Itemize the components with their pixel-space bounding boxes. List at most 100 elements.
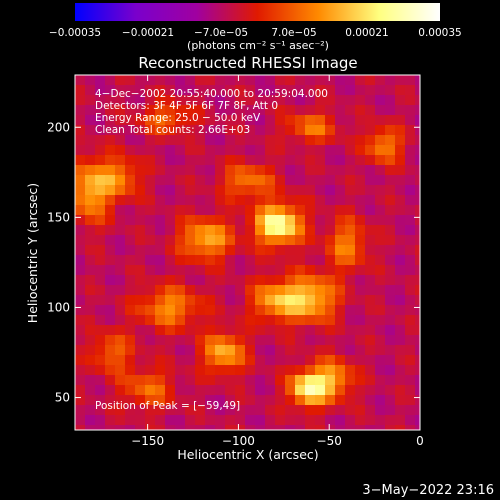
x-tick-label: −50 [317,434,342,448]
heatmap-cell [175,315,186,326]
heatmap-cell [245,365,256,376]
heatmap-cell [285,135,296,146]
heatmap-cell [225,295,236,306]
heatmap-cell [175,365,186,376]
heatmap-cell [405,115,416,126]
heatmap-cell [295,105,306,116]
heatmap-cell [235,115,246,126]
heatmap-cell [395,285,406,296]
heatmap-cell [325,345,336,356]
heatmap-cell [145,195,156,206]
heatmap-cell [195,365,206,376]
heatmap-cell [115,115,126,126]
heatmap-cell [115,415,126,426]
heatmap-cell [225,115,236,126]
heatmap-cell [205,175,216,186]
heatmap-cell [335,225,346,236]
heatmap-cell [375,325,386,336]
heatmap-cell [85,285,96,296]
heatmap-cell [295,405,306,416]
heatmap-cell [145,295,156,306]
heatmap-cell [385,215,396,226]
heatmap-cell [315,285,326,296]
heatmap-cell [155,305,166,316]
heatmap-cell [195,325,206,336]
heatmap-cell [355,155,366,166]
heatmap-cell [85,75,96,86]
heatmap-cell [125,385,136,396]
heatmap-cell [165,195,176,206]
heatmap-cell [375,175,386,186]
heatmap-cell [115,355,126,366]
heatmap-cell [375,295,386,306]
heatmap-cell [235,415,246,426]
heatmap-cell [235,195,246,206]
heatmap-cell [285,205,296,216]
heatmap-cell [225,405,236,416]
heatmap-cell [375,425,386,430]
heatmap-cell [315,255,326,266]
heatmap-cell [345,75,356,86]
heatmap-cell [165,145,176,156]
heatmap-cell [265,235,276,246]
heatmap-cell [305,95,316,106]
heatmap-cell [415,95,420,106]
heatmap-cell [235,305,246,316]
heatmap-cell [325,395,336,406]
heatmap-cell [195,315,206,326]
heatmap-cell [85,315,96,326]
heatmap-cell [295,295,306,306]
heatmap-cell [395,265,406,276]
heatmap-cell [275,255,286,266]
heatmap-cell [95,115,106,126]
heatmap-cell [325,165,336,176]
heatmap-cell [335,245,346,256]
heatmap-cell [185,165,196,176]
heatmap-cell [325,305,336,316]
heatmap-cell [375,165,386,176]
heatmap-cell [215,185,226,196]
heatmap-cell [125,345,136,356]
heatmap-cell [375,345,386,356]
heatmap-cell [115,295,126,306]
heatmap-cell [155,345,166,356]
heatmap-cell [365,185,376,196]
heatmap-cell [195,415,206,426]
heatmap-cell [225,255,236,266]
heatmap-cell [325,115,336,126]
heatmap-cell [305,325,316,336]
heatmap-cell [265,385,276,396]
heatmap-cell [345,165,356,176]
heatmap-cell [135,235,146,246]
heatmap-cell [145,335,156,346]
heatmap-cell [295,415,306,426]
heatmap-cell [95,125,106,136]
heatmap-cell [135,415,146,426]
heatmap-cell [125,265,136,276]
heatmap-cell [195,305,206,316]
heatmap-cell [305,175,316,186]
heatmap-cell [405,285,416,296]
heatmap-cell [385,365,396,376]
heatmap-cell [155,395,166,406]
heatmap-cell [255,145,266,156]
colorbar-ticks: −0.00035 −0.00021 −7.0e−05 7.0e−05 0.00021 0.… [49,27,462,39]
heatmap-cell [225,125,236,136]
heatmap-cell [215,195,226,206]
heatmap-cell [215,75,226,86]
heatmap-cell [225,95,236,106]
heatmap-cell [135,365,146,376]
heatmap-cell [215,335,226,346]
heatmap-cell [355,365,366,376]
heatmap-cell [85,365,96,376]
heatmap-cell [235,405,246,416]
heatmap-cell [355,345,366,356]
heatmap-cell [345,255,356,266]
heatmap-cell [235,285,246,296]
heatmap-cell [385,285,396,296]
heatmap-cell [375,265,386,276]
heatmap-cell [255,415,266,426]
heatmap-cell [395,375,406,386]
heatmap-cell [295,395,306,406]
heatmap-cell [195,275,206,286]
